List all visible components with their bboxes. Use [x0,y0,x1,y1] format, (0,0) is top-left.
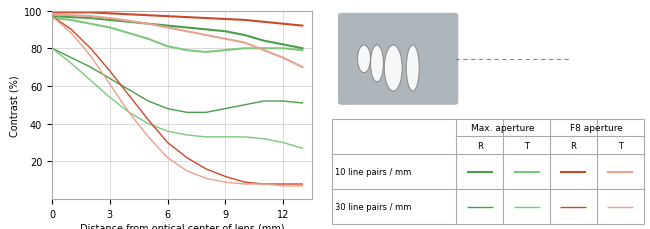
FancyBboxPatch shape [338,14,458,105]
Text: F8 aperture: F8 aperture [570,123,623,132]
Ellipse shape [384,46,402,92]
X-axis label: Distance from optical center of lens (mm): Distance from optical center of lens (mm… [80,223,284,229]
Text: R: R [570,141,577,150]
Ellipse shape [406,46,419,92]
Text: Max. aperture: Max. aperture [471,123,535,132]
Ellipse shape [358,46,370,73]
Ellipse shape [370,46,383,82]
Text: 30 line pairs / mm: 30 line pairs / mm [335,202,411,211]
Text: 10 line pairs / mm: 10 line pairs / mm [335,167,411,176]
Text: T: T [618,141,623,150]
Bar [332,119,644,224]
Text: T: T [524,141,529,150]
Text: R: R [476,141,483,150]
Y-axis label: Contrast (%): Contrast (%) [10,75,20,136]
